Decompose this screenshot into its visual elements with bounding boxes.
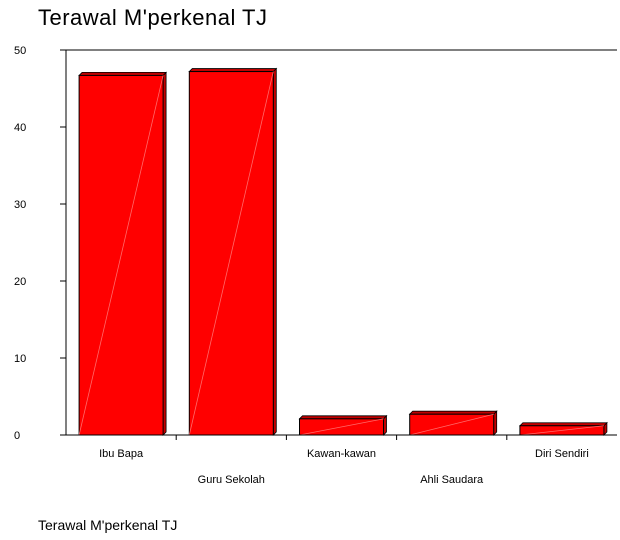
y-tick-label: 10 <box>14 353 26 365</box>
bar-shade-line <box>519 425 604 436</box>
x-axis-ticks <box>175 435 508 440</box>
y-tick-label: 40 <box>14 122 26 134</box>
bar <box>298 414 388 436</box>
bar-shade-line <box>299 418 384 436</box>
bar <box>188 67 278 436</box>
category-label: Diri Sendiri <box>535 448 589 460</box>
category-labels: Ibu Bapa Guru Sekolah Kawan-kawan Ahli Saud… <box>99 448 589 486</box>
chart-title: Terawal M'perkenal TJ <box>38 5 268 30</box>
bar <box>408 410 498 436</box>
x-axis-title: Terawal M'perkenal TJ <box>38 517 178 533</box>
category-label: Ahli Saudara <box>420 474 484 486</box>
y-tick-label: 50 <box>14 45 26 57</box>
y-tick-label: 0 <box>14 430 20 442</box>
bar-shade-line <box>188 71 274 436</box>
bar-shade-line <box>409 413 494 436</box>
y-axis-ticks: 0 10 20 30 40 50 <box>14 45 66 442</box>
category-label: Kawan-kawan <box>307 448 376 460</box>
y-tick-label: 20 <box>14 276 26 288</box>
bars <box>78 67 608 436</box>
y-tick-label: 30 <box>14 199 26 211</box>
bar <box>78 71 168 436</box>
category-label: Ibu Bapa <box>99 448 144 460</box>
category-label: Guru Sekolah <box>198 474 265 486</box>
bar-shade-line <box>78 75 164 436</box>
bar <box>518 421 608 436</box>
